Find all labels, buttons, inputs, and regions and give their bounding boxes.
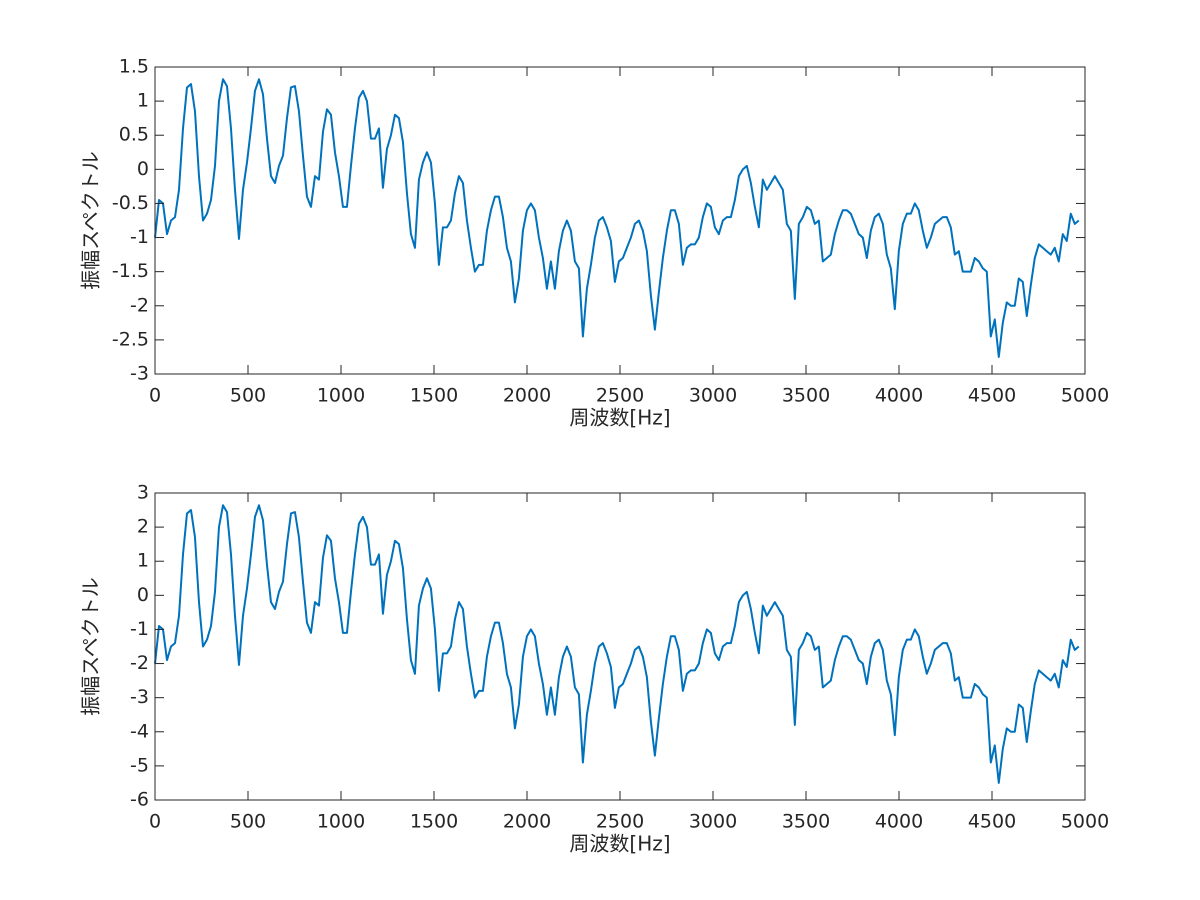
x-tick-label: 2000 [503, 811, 551, 833]
x-axis-label: 周波数[Hz] [569, 406, 670, 430]
x-tick-label: 500 [230, 385, 266, 407]
y-tick-label: 0.5 [119, 124, 149, 146]
y-tick-label: -2 [130, 652, 149, 674]
x-tick-label: 2000 [503, 385, 551, 407]
x-tick-label: 5000 [1061, 385, 1109, 407]
y-tick-label: -1 [130, 226, 149, 248]
x-tick-label: 2500 [596, 385, 644, 407]
y-tick-label: -2 [130, 294, 149, 316]
x-tick-label: 1500 [410, 811, 458, 833]
y-tick-label: -1 [130, 618, 149, 640]
y-axis-label: 振幅スペクトル [79, 577, 103, 716]
y-tick-label: -0.5 [112, 192, 149, 214]
y-tick-label: 3 [137, 482, 149, 504]
x-tick-label: 4000 [875, 811, 923, 833]
x-tick-label: 5000 [1061, 811, 1109, 833]
x-tick-label: 1000 [317, 385, 365, 407]
x-tick-label: 4500 [968, 811, 1016, 833]
spectrum-line [154, 504, 1080, 784]
x-tick-label: 3500 [782, 385, 830, 407]
y-tick-label: 1 [137, 90, 149, 112]
x-tick-label: 4500 [968, 385, 1016, 407]
y-tick-label: 1.5 [119, 56, 149, 78]
y-tick-label: -4 [130, 720, 149, 742]
y-axis-label: 振幅スペクトル [79, 151, 103, 290]
y-tick-label: -3 [130, 363, 149, 385]
spectrum-line [154, 78, 1080, 358]
x-tick-label: 1500 [410, 385, 458, 407]
x-tick-label: 0 [149, 385, 161, 407]
x-tick-label: 3000 [689, 385, 737, 407]
y-tick-label: -1.5 [112, 260, 149, 282]
x-tick-label: 0 [149, 811, 161, 833]
y-tick-label: -3 [130, 686, 149, 708]
y-tick-label: 0 [137, 158, 149, 180]
x-tick-label: 3500 [782, 811, 830, 833]
y-tick-label: -5 [130, 754, 149, 776]
y-tick-label: -2.5 [112, 328, 149, 350]
y-tick-label: 1 [137, 550, 149, 572]
x-axis-label: 周波数[Hz] [569, 832, 670, 856]
x-tick-label: 1000 [317, 811, 365, 833]
y-tick-label: -6 [130, 789, 149, 811]
plot-area [155, 493, 1085, 800]
x-tick-label: 500 [230, 811, 266, 833]
x-tick-label: 4000 [875, 385, 923, 407]
x-tick-label: 2500 [596, 811, 644, 833]
y-tick-label: 0 [137, 584, 149, 606]
x-tick-label: 3000 [689, 811, 737, 833]
plot-area [155, 67, 1085, 374]
y-tick-label: 2 [137, 516, 149, 538]
